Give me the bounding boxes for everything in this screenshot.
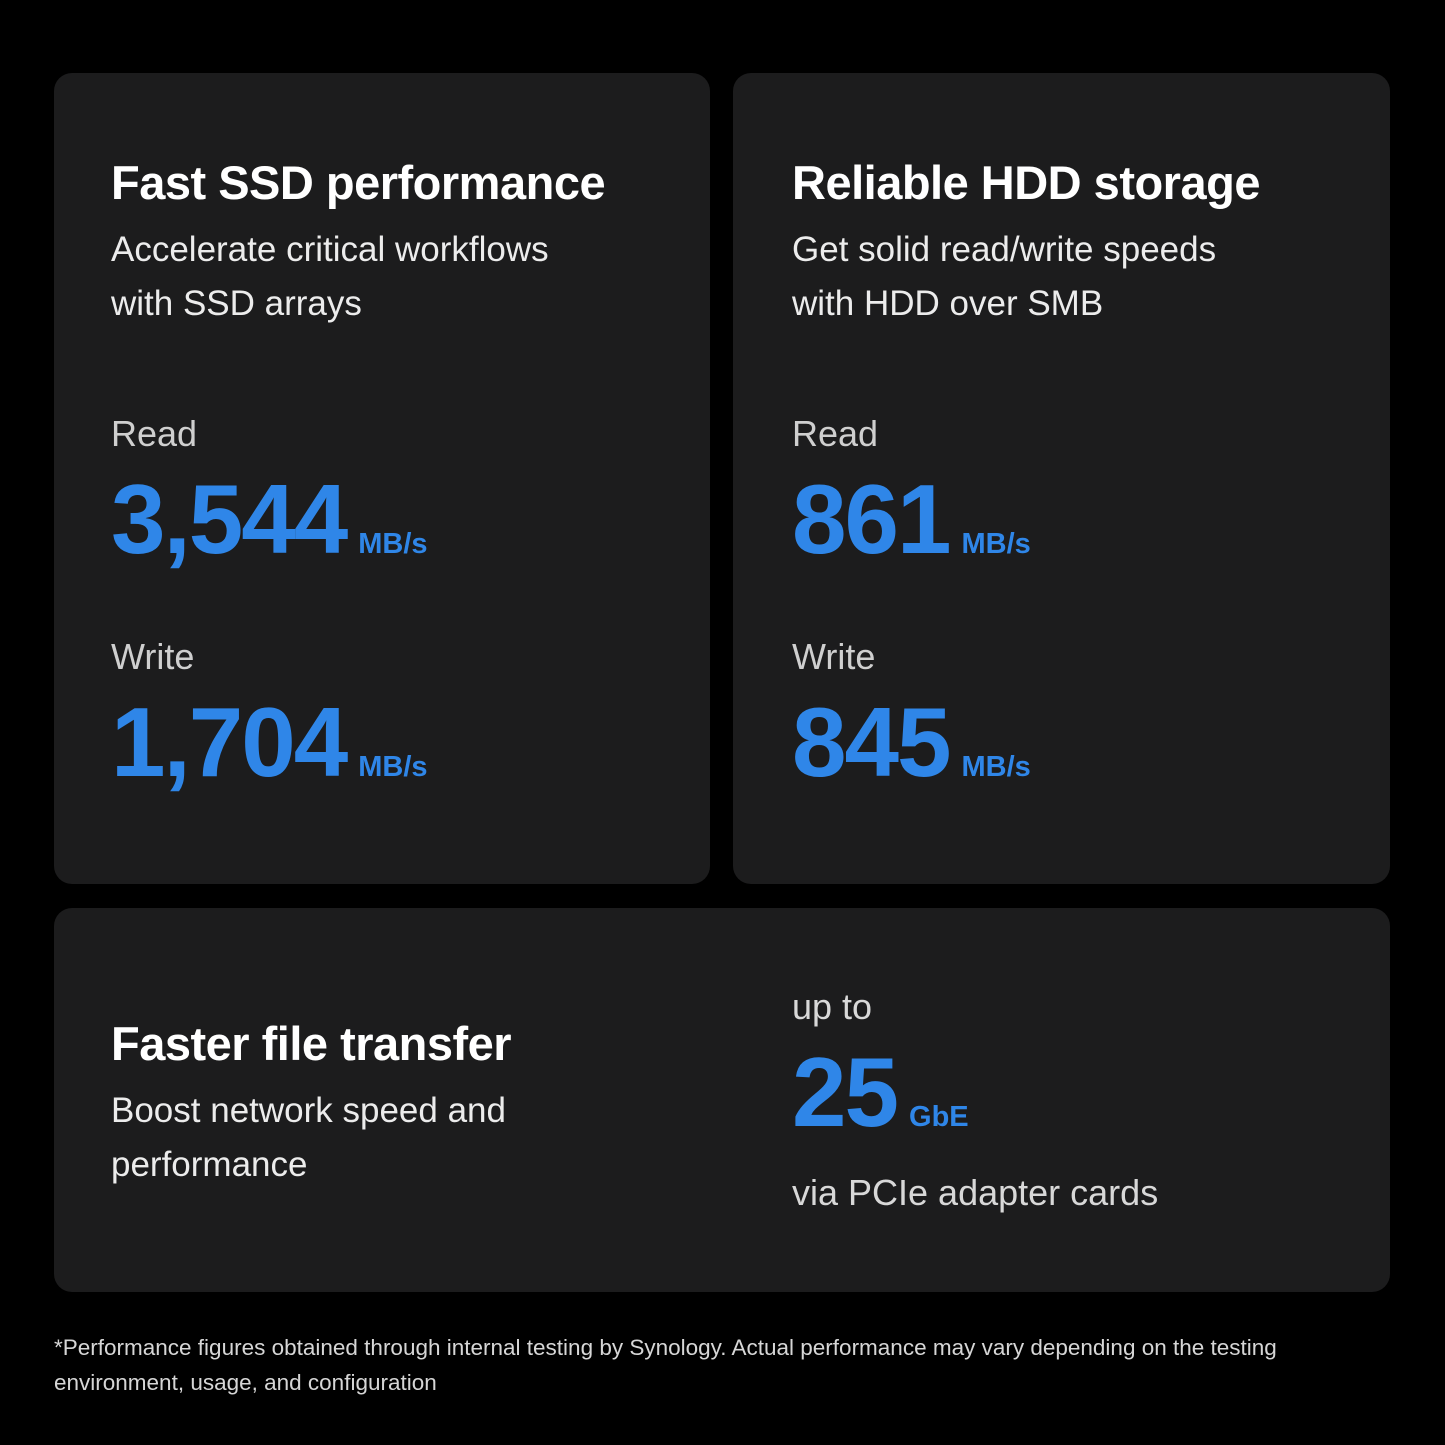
- ssd-write-unit: MB/s: [358, 751, 428, 783]
- performance-footnote: *Performance figures obtained through in…: [54, 1335, 1277, 1395]
- hdd-write-unit: MB/s: [961, 751, 1031, 783]
- network-card-subtitle-line2: performance: [111, 1145, 308, 1184]
- hdd-read-metric: 861 MB/s: [792, 463, 1031, 576]
- network-prefix: up to: [792, 986, 873, 1027]
- hdd-card-title: Reliable HDD storage: [792, 156, 1260, 209]
- ssd-read-value: 3,544: [111, 464, 348, 574]
- network-suffix: via PCIe adapter cards: [792, 1172, 1159, 1213]
- ssd-write-metric: 1,704 MB/s: [111, 686, 428, 799]
- ssd-card-subtitle-line2: with SSD arrays: [111, 284, 362, 323]
- hdd-card-subtitle-line2: with HDD over SMB: [792, 284, 1104, 323]
- ssd-read-metric: 3,544 MB/s: [111, 463, 428, 576]
- network-transfer-card: Faster file transfer Boost network speed…: [54, 908, 1390, 1292]
- network-card-subtitle-line1: Boost network speed and: [111, 1091, 506, 1130]
- network-speed-metric: 25 GbE: [792, 1036, 969, 1149]
- ssd-write-value: 1,704: [111, 687, 348, 797]
- ssd-card-title: Fast SSD performance: [111, 156, 606, 209]
- hdd-read-label: Read: [792, 413, 879, 454]
- network-card-title: Faster file transfer: [111, 1017, 512, 1070]
- network-speed-value: 25: [792, 1037, 899, 1147]
- hdd-read-value: 861: [792, 464, 952, 574]
- hdd-storage-card: Reliable HDD storage Get solid read/writ…: [733, 73, 1390, 884]
- ssd-write-label: Write: [111, 636, 195, 677]
- ssd-card-subtitle-line1: Accelerate critical workflows: [111, 230, 549, 269]
- network-speed-unit: GbE: [909, 1101, 969, 1133]
- hdd-write-label: Write: [792, 636, 876, 677]
- ssd-performance-card: Fast SSD performance Accelerate critical…: [54, 73, 710, 884]
- hdd-write-value: 845: [792, 687, 952, 797]
- ssd-read-label: Read: [111, 413, 198, 454]
- hdd-card-subtitle-line1: Get solid read/write speeds: [792, 230, 1217, 269]
- hdd-write-metric: 845 MB/s: [792, 686, 1031, 799]
- hdd-read-unit: MB/s: [961, 528, 1031, 560]
- ssd-read-unit: MB/s: [358, 528, 428, 560]
